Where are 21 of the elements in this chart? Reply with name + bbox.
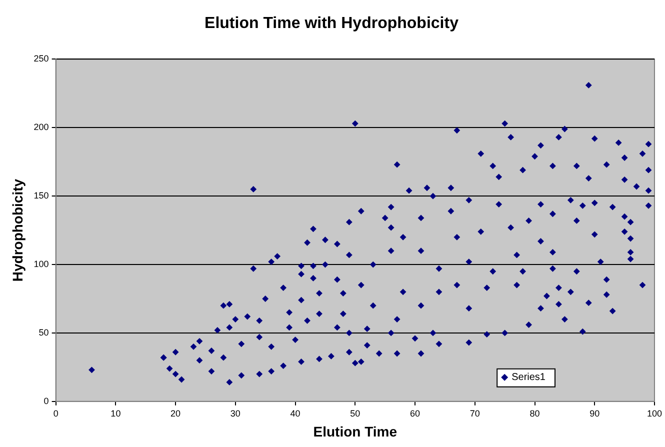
y-tick-label: 200	[34, 122, 49, 132]
legend-label: Series1	[512, 372, 546, 384]
y-tick-label: 100	[34, 259, 49, 270]
x-tick-label: 60	[410, 408, 420, 418]
y-tick-label: 150	[34, 190, 49, 201]
y-tick-label: 0	[44, 396, 49, 406]
y-tick-label: 50	[38, 327, 49, 338]
x-tick-label: 80	[530, 408, 540, 418]
x-tick-label: 90	[590, 408, 600, 418]
x-tick-label: 50	[350, 408, 360, 418]
x-tick-label: 30	[230, 408, 240, 418]
y-tick-label: 250	[34, 54, 49, 64]
x-axis-title: Elution Time	[313, 423, 398, 440]
x-tick-label: 100	[646, 408, 662, 418]
x-tick-label: 0	[53, 408, 58, 418]
y-axis-title: Hydrophobicity	[9, 178, 26, 282]
x-tick-label: 70	[470, 408, 480, 418]
x-tick-label: 20	[170, 408, 181, 418]
x-tick-label: 40	[290, 408, 300, 418]
x-tick-label: 10	[110, 408, 121, 418]
chart-title: Elution Time with Hydrophobicity	[204, 15, 459, 32]
